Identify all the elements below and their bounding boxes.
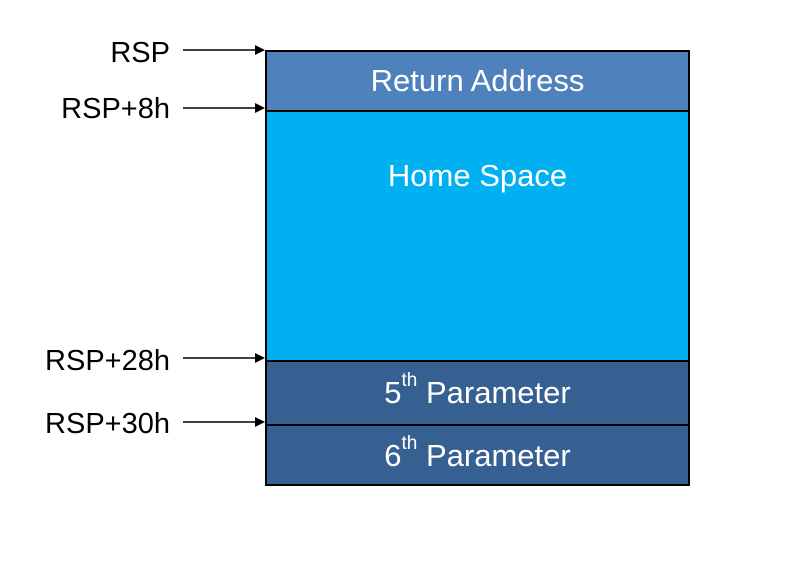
pointer-arrow-rsp-28h	[183, 351, 265, 365]
pointer-label-rsp: RSP	[110, 39, 170, 68]
pointer-label-rsp-8h: RSP+8h	[61, 95, 170, 124]
fifth-parameter-label: Parameter	[426, 375, 571, 411]
sixth-parameter-suffix: th	[402, 433, 418, 455]
home-space-cell: Home Space	[267, 110, 688, 360]
sixth-parameter-label: Parameter	[426, 438, 571, 474]
return-address-cell: Return Address	[267, 52, 688, 110]
pointer-label-rsp-30h: RSP+30h	[45, 410, 170, 439]
return-address-label: Return Address	[371, 63, 585, 99]
home-space-label: Home Space	[388, 158, 567, 194]
pointer-arrow-rsp-8h	[183, 101, 265, 115]
fifth-parameter-suffix: th	[402, 370, 418, 392]
pointer-label-rsp-28h: RSP+28h	[45, 347, 170, 376]
pointer-arrow-rsp	[183, 43, 265, 57]
sixth-parameter-number: 6	[384, 438, 401, 474]
pointer-arrow-rsp-30h	[183, 415, 265, 429]
fifth-parameter-number: 5	[384, 375, 401, 411]
